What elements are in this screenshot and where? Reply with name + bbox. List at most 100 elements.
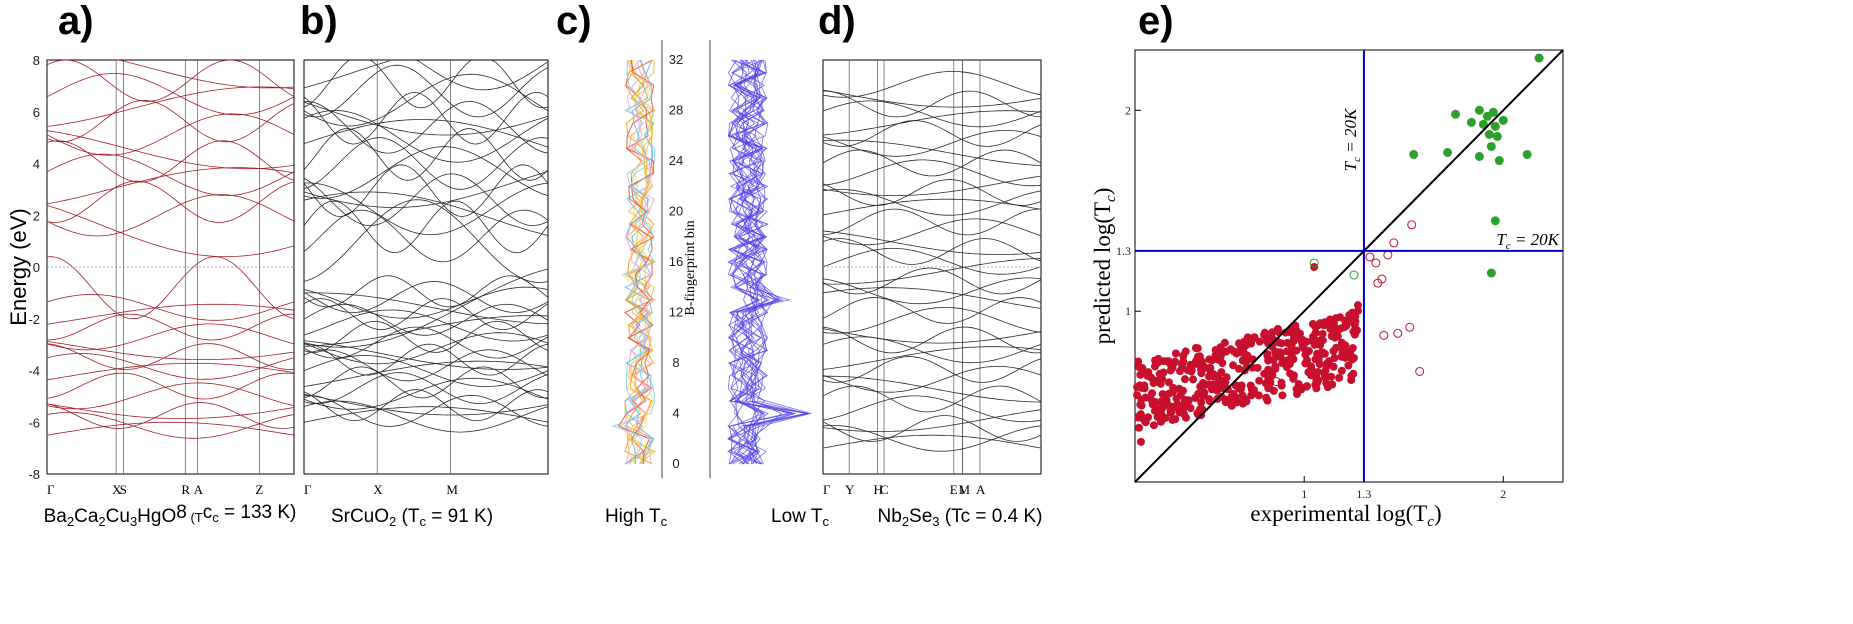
band-line <box>46 113 295 156</box>
band-line <box>303 315 549 347</box>
data-point-red <box>1311 328 1320 337</box>
data-point-red <box>1286 347 1295 356</box>
data-point-red <box>1191 344 1200 353</box>
band-line <box>303 292 549 325</box>
data-point-red <box>1164 378 1173 387</box>
data-point-red <box>1180 375 1189 384</box>
data-point-red <box>1250 333 1259 342</box>
data-point-red <box>1312 376 1321 385</box>
band-line <box>303 340 549 370</box>
band-line <box>822 218 1042 246</box>
band-line <box>822 89 1042 108</box>
band-line <box>822 159 1042 187</box>
panel-b-kpoint-lines <box>376 60 451 474</box>
band-line <box>303 320 549 353</box>
high-tc-series <box>624 59 655 465</box>
data-point-red <box>1137 395 1146 404</box>
ytick-label: 8 <box>33 53 40 68</box>
panel-c-low-tc-series <box>726 59 813 465</box>
band-line <box>822 346 1042 370</box>
data-point-red <box>1247 339 1256 348</box>
data-point-red <box>1335 373 1344 382</box>
data-point-red <box>1326 324 1335 333</box>
data-point-red <box>1160 357 1169 366</box>
data-point-red <box>1337 366 1346 375</box>
data-point-red <box>1171 349 1180 358</box>
band-line <box>822 100 1042 128</box>
band-line <box>303 286 549 319</box>
low-tc-series <box>730 59 768 465</box>
ytick-label: 4 <box>672 406 679 421</box>
data-point-red <box>1216 352 1225 361</box>
data-point-red-open <box>1365 252 1375 262</box>
panel-d-caption: Nb2Se3 (Tc = 0.4 K) <box>878 506 1043 529</box>
data-point-red <box>1268 328 1277 337</box>
data-point-red <box>1151 376 1160 385</box>
panel-c-high-label: High Tc <box>605 506 668 529</box>
high-tc-series <box>625 59 652 465</box>
panel-d-band-structure: Γ Y HC E M1 A Nb2Se3 (Tc = 0.4 K) <box>822 59 1043 529</box>
data-point-red <box>1186 404 1195 413</box>
data-point-red <box>1193 359 1202 368</box>
band-line <box>822 230 1042 255</box>
band-line <box>822 179 1042 206</box>
kpoint-label: H <box>874 482 883 497</box>
panel-b-band-structure: Γ X M SrCuO2 (Tc = 91 K) <box>304 60 548 529</box>
data-point-red <box>1349 317 1358 326</box>
data-point-red-open <box>1373 278 1383 288</box>
ytick-label: 0 <box>33 260 40 275</box>
panel-b-bands <box>303 60 549 433</box>
panel-a-band-structure: 8 6 4 2 0 -2 -4 -6 -8 Γ XS R A Z Energy (eV) Ba2Ca2C… <box>6 53 296 529</box>
xtick-label: 1 <box>1301 487 1307 501</box>
band-line <box>303 91 549 145</box>
data-point-red <box>1254 391 1263 400</box>
data-point-red <box>1234 364 1243 373</box>
band-line <box>46 293 295 321</box>
data-point-red <box>1179 351 1188 360</box>
data-point-red <box>1297 385 1306 394</box>
band-line <box>46 421 295 436</box>
data-point-red <box>1149 421 1158 430</box>
data-point-red <box>1320 369 1329 378</box>
panel-c-high-tc-series <box>611 59 657 465</box>
band-line <box>46 343 295 370</box>
data-point-red <box>1283 356 1292 365</box>
data-point-red <box>1167 388 1176 397</box>
data-point-red <box>1239 347 1248 356</box>
data-point-red <box>1320 349 1329 358</box>
data-point-green <box>1490 121 1500 131</box>
panel-a-ylabel: Energy (eV) <box>6 208 31 325</box>
data-point-green <box>1474 105 1484 115</box>
data-point-red <box>1247 391 1256 400</box>
panel-d-bands <box>822 71 1042 452</box>
ytick-label: 28 <box>669 103 683 118</box>
ytick-label: 1 <box>1125 304 1131 318</box>
ytick-label: 20 <box>669 204 683 219</box>
data-point-red <box>1271 362 1280 371</box>
band-line <box>303 128 549 181</box>
kpoint-label: A <box>976 482 986 497</box>
band-line <box>46 412 295 439</box>
data-point-red <box>1158 390 1167 399</box>
data-point-green <box>1466 117 1476 127</box>
panel-e-ticks: 1 1.3 2 1 1.3 2 <box>1116 103 1506 501</box>
data-point-red <box>1178 360 1187 369</box>
data-point-green <box>1492 131 1502 141</box>
band-line <box>46 372 295 400</box>
data-point-red-open <box>1379 330 1389 340</box>
band-line <box>822 71 1042 98</box>
ytick-label: -2 <box>28 312 40 327</box>
band-line <box>303 200 549 254</box>
data-point-red <box>1150 362 1159 371</box>
data-point-red <box>1166 408 1175 417</box>
band-line <box>303 349 549 382</box>
band-line <box>46 323 295 351</box>
high-tc-series <box>624 59 656 465</box>
band-line <box>303 146 549 199</box>
data-point-red <box>1307 362 1316 371</box>
panel-c-ylabel: B-fingerprint bin <box>683 220 698 315</box>
band-line <box>303 332 549 365</box>
data-point-red-open <box>1405 322 1415 332</box>
panel-b-caption: SrCuO2 (Tc = 91 K) <box>331 506 493 529</box>
band-line <box>46 194 295 237</box>
